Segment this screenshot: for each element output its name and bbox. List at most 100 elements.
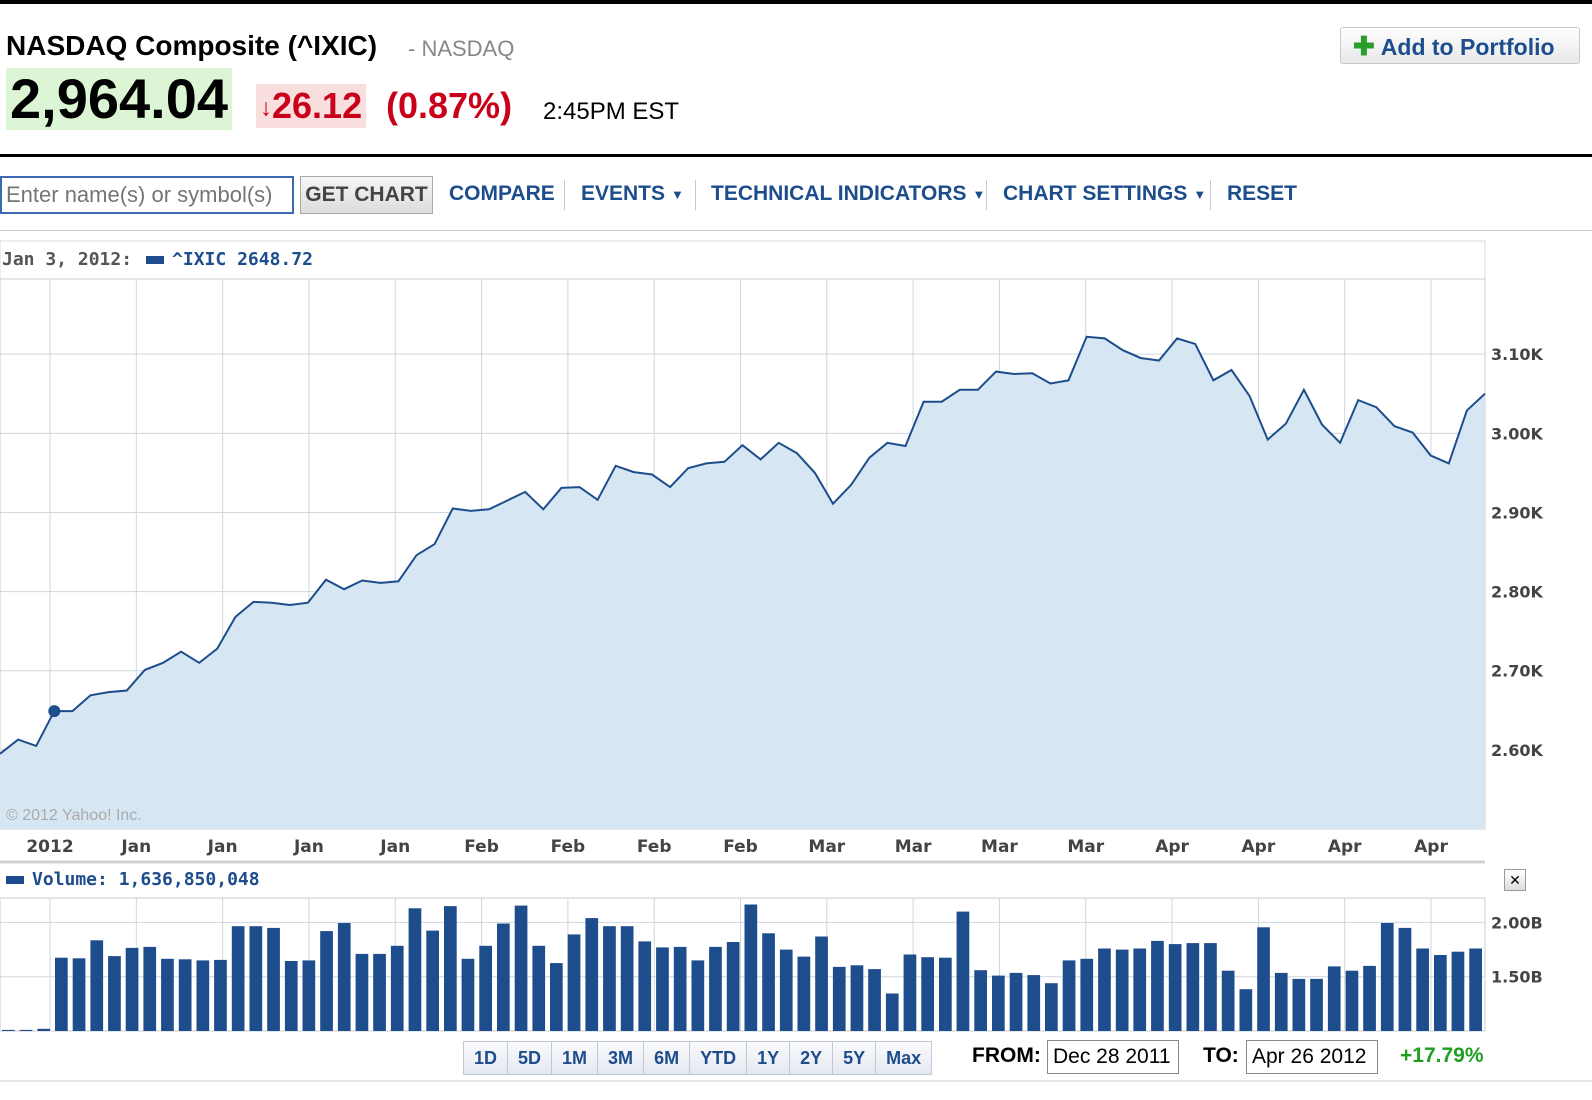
range-button-6m[interactable]: 6M [644, 1042, 691, 1074]
price-x-tick: Apr [1328, 837, 1362, 857]
volume-bar [1434, 955, 1447, 1031]
range-button-max[interactable]: Max [876, 1042, 932, 1074]
volume-y-axis: 1.50B 2.00B [1491, 913, 1543, 986]
toolbar-divider [695, 180, 696, 210]
range-button-1y[interactable]: 1Y [747, 1042, 791, 1074]
events-menu[interactable]: EVENTS ▼ [581, 182, 684, 206]
price-y-tick: 3.10K [1491, 345, 1543, 364]
volume-bar [726, 942, 740, 1031]
volume-bar [178, 959, 192, 1031]
range-button-1m[interactable]: 1M [552, 1042, 599, 1074]
chart-toolbar: GET CHART COMPARE EVENTS ▼ TECHNICAL INDI… [0, 176, 1592, 216]
volume-bar [214, 959, 227, 1031]
get-chart-button[interactable]: GET CHART [300, 176, 433, 214]
range-button-5y[interactable]: 5Y [833, 1042, 877, 1074]
volume-bar [779, 949, 793, 1031]
add-portfolio-label: Add to Portfolio [1380, 34, 1555, 60]
toolbar-divider [986, 180, 987, 210]
copyright-text: © 2012 Yahoo! Inc. [6, 807, 142, 824]
price-x-tick: 2012 [26, 837, 73, 857]
chart-settings-menu[interactable]: CHART SETTINGS ▼ [1003, 182, 1206, 206]
volume-bar [72, 958, 86, 1031]
volume-bar [1098, 948, 1111, 1031]
hover-series-value: ^IXIC 2648.72 [172, 249, 313, 270]
volume-bar [1469, 948, 1482, 1031]
volume-bar [939, 957, 952, 1031]
add-to-portfolio-button[interactable]: ✚ Add to Portfolio [1340, 27, 1580, 64]
symbol-search-input[interactable] [0, 176, 294, 214]
volume-bar [37, 1028, 51, 1031]
reset-button[interactable]: RESET [1227, 182, 1298, 205]
volume-bar [974, 970, 987, 1031]
close-volume-icon[interactable]: ✕ [1504, 869, 1526, 891]
to-date-input[interactable]: Apr 26 2012 [1246, 1040, 1378, 1074]
caret-down-icon: ▼ [972, 186, 986, 202]
volume-bar [1310, 978, 1323, 1031]
range-button-3m[interactable]: 3M [598, 1042, 645, 1074]
volume-bar [1239, 989, 1253, 1031]
volume-bar [284, 961, 298, 1031]
current-price: 2,964.04 [6, 68, 232, 130]
price-y-axis: 2.60K 2.70K 2.80K 2.90K 3.00K 3.10K [1491, 345, 1543, 760]
volume-bar [1045, 983, 1058, 1031]
volume-bar [762, 933, 775, 1031]
price-x-axis: 2012 Jan Jan Jan Jan Feb Feb Feb Feb Mar Mar Mar Mar… [26, 705, 1448, 857]
volume-bar [868, 969, 881, 1031]
volume-bar [125, 947, 139, 1031]
price-x-tick: Apr [1242, 837, 1276, 857]
range-button-2y[interactable]: 2Y [790, 1042, 834, 1074]
technical-indicators-menu[interactable]: TECHNICAL INDICATORS ▼ [711, 182, 985, 206]
price-x-tick: Jan [207, 837, 238, 857]
volume-bar [1416, 948, 1429, 1031]
volume-bar [461, 958, 475, 1031]
hover-date: Jan 3, 2012: [2, 249, 133, 270]
volume-bar [1080, 958, 1094, 1031]
volume-bar [479, 945, 492, 1031]
volume-bar [603, 926, 616, 1031]
range-button-5d[interactable]: 5D [508, 1042, 553, 1074]
change-percent: (0.87%) [386, 85, 513, 126]
range-button-ytd[interactable]: YTD [690, 1042, 748, 1074]
volume-bars [2, 904, 1482, 1031]
volume-bar [1345, 970, 1359, 1031]
volume-y-tick: 2.00B [1491, 913, 1543, 932]
from-date-input[interactable]: Dec 28 2011 [1047, 1040, 1179, 1074]
volume-swatch [6, 876, 24, 884]
volume-bar [108, 956, 121, 1031]
header-divider [0, 154, 1592, 157]
volume-bar [231, 926, 245, 1031]
price-x-tick: Feb [637, 837, 672, 857]
volume-bar [408, 908, 422, 1031]
price-y-tick: 2.90K [1491, 503, 1543, 522]
volume-bar [638, 941, 652, 1031]
volume-bar [1186, 943, 1200, 1031]
volume-bar [426, 930, 439, 1031]
price-y-tick: 3.00K [1491, 424, 1543, 443]
volume-readout: Volume: 1,636,850,048 [6, 869, 260, 890]
volume-bar [55, 957, 68, 1031]
volume-bar [390, 945, 404, 1031]
compare-button[interactable]: COMPARE [449, 182, 555, 205]
volume-bar [161, 958, 174, 1031]
volume-bar [514, 905, 528, 1031]
volume-bar [992, 975, 1005, 1031]
volume-bar [444, 906, 457, 1031]
toolbar-divider-line [0, 230, 1592, 231]
volume-bar [143, 946, 157, 1031]
price-x-tick: Mar [895, 837, 932, 857]
volume-bar [1027, 975, 1041, 1031]
volume-bar [1257, 927, 1270, 1031]
price-x-tick: Mar [808, 837, 845, 857]
volume-bar [656, 947, 669, 1031]
volume-bar [1204, 943, 1217, 1031]
volume-bar [1151, 940, 1164, 1031]
price-change: ↓26.12 [256, 84, 367, 128]
change-value: 26.12 [272, 85, 363, 126]
page-title: NASDAQ Composite (^IXIC) [6, 30, 378, 61]
price-x-tick: Mar [1067, 837, 1104, 857]
range-button-1d[interactable]: 1D [464, 1042, 509, 1074]
volume-bar [673, 946, 687, 1031]
price-x-tick: Jan [120, 837, 151, 857]
volume-bar [1292, 978, 1306, 1031]
